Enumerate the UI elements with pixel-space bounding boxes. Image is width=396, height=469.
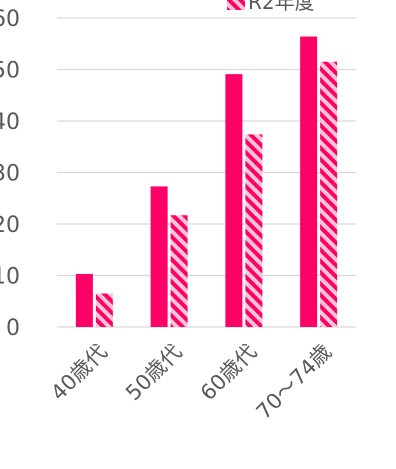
y-tick-label: 40 xyxy=(0,110,20,135)
x-tick-label: 50歳代 xyxy=(121,340,187,406)
bar-solid xyxy=(300,36,318,327)
bar-hatched xyxy=(320,61,338,328)
bars xyxy=(75,36,338,328)
bar-hatched xyxy=(245,134,263,327)
y-tick-label: 30 xyxy=(0,162,20,187)
y-tick-label: 60 xyxy=(0,7,20,32)
bar-solid xyxy=(75,273,93,327)
y-tick-label: 0 xyxy=(6,316,20,341)
x-tick-label: 60歳代 xyxy=(196,340,262,406)
legend: R2年度 xyxy=(227,0,315,14)
bar-solid xyxy=(225,74,243,327)
gridlines xyxy=(57,17,356,328)
y-tick-label: 50 xyxy=(0,59,20,84)
y-tick-label: 10 xyxy=(0,265,20,290)
bar-hatched xyxy=(95,293,113,327)
legend-label: R2年度 xyxy=(248,0,315,14)
bar-hatched xyxy=(170,215,188,327)
y-tick-label: 20 xyxy=(0,213,20,238)
x-tick-label: 40歳代 xyxy=(46,340,112,406)
legend-swatch xyxy=(227,0,245,10)
x-tick-label: 70～74歳 xyxy=(252,340,336,424)
y-axis-ticks: 0 10 20 30 40 50 60 xyxy=(0,7,20,341)
bar-solid xyxy=(150,186,168,327)
